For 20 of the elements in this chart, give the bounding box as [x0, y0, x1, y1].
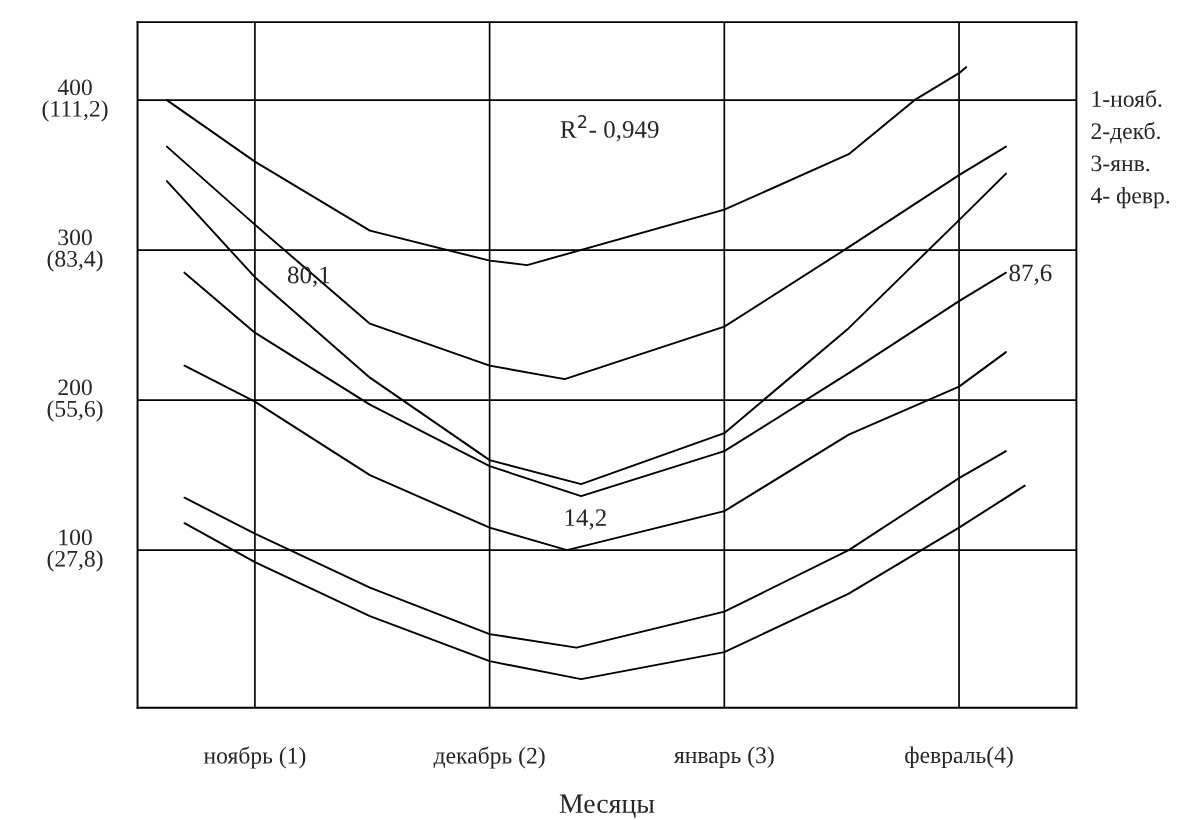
text: 3-янв. [1091, 155, 1150, 172]
text: 2-декб. [1091, 122, 1160, 144]
x-tick-label: январь (3) [673, 746, 774, 768]
y-tick-label: 200 [58, 379, 92, 396]
annotation: 87,6 [1009, 264, 1052, 285]
y-tick-label: 300 [58, 229, 92, 246]
x-tick-label: ноябрь (1) [203, 746, 306, 769]
y2-tick-label: (83,4) [47, 250, 103, 272]
y2-tick-label: (55,6) [47, 400, 103, 422]
annotation: R$^{2}$- 0,949 [560, 115, 659, 142]
y2-tick-label: (111,2) [42, 100, 108, 122]
y-tick-label: 400 [57, 79, 92, 96]
text: 4- февр. [1090, 186, 1170, 209]
y-tick-label: 100 [59, 529, 92, 546]
annotation: 14,2 [565, 509, 606, 530]
x-tick-label: февраль(4) [905, 746, 1013, 768]
x-tick-label: декабрь (2) [433, 746, 545, 769]
x-axis-title: Месяцы [559, 794, 655, 819]
text: 1-нояб. [1092, 89, 1162, 107]
y2-tick-label: (27,8) [47, 550, 103, 572]
